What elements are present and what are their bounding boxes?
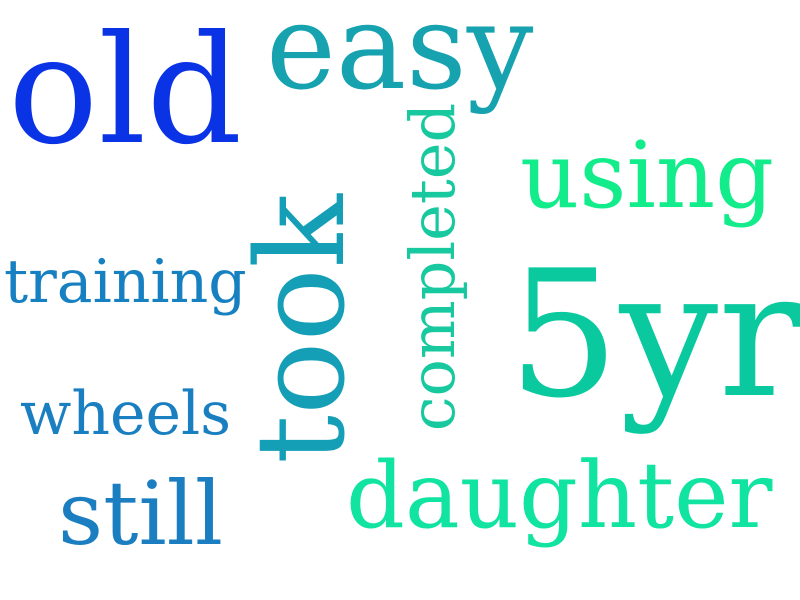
word-5yr: 5yr [508, 234, 800, 437]
word-old: old [8, 4, 243, 178]
word-took: took [230, 194, 372, 464]
word-wheels: wheels [20, 379, 231, 449]
word-completed: completed [396, 102, 469, 432]
word-training: training [4, 247, 247, 317]
word-easy: easy [266, 0, 534, 116]
word-daughter: daughter [346, 442, 773, 549]
word-using: using [520, 122, 775, 229]
word-still: still [58, 462, 223, 565]
